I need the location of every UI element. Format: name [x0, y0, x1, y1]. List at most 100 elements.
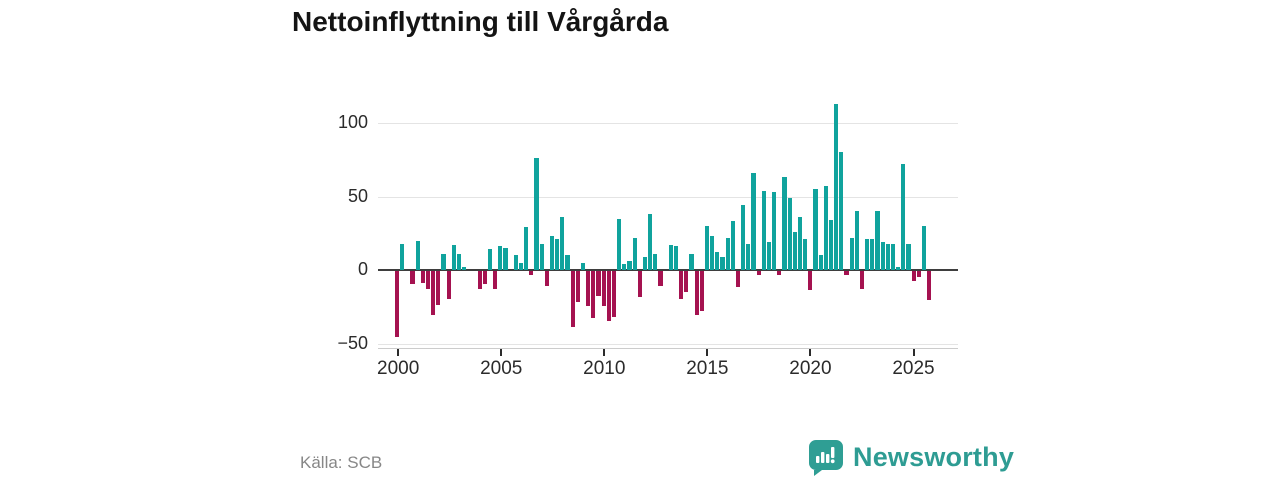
- bar: [575, 271, 580, 302]
- bar: [580, 262, 586, 270]
- bar: [865, 239, 870, 270]
- bar: [653, 253, 658, 270]
- axis-tick: [706, 349, 709, 356]
- bar: [772, 192, 777, 270]
- bar: [921, 225, 927, 270]
- bar: [828, 220, 834, 270]
- axis-tick: [912, 349, 915, 356]
- bar: [890, 243, 896, 270]
- bar: [823, 186, 828, 270]
- bar: [606, 271, 611, 321]
- bar: [735, 271, 741, 288]
- chart-title: Nettoinflyttning till Vårgårda: [292, 6, 669, 37]
- x-axis-label: 2025: [892, 358, 935, 379]
- bar: [859, 271, 865, 289]
- bar: [637, 271, 642, 298]
- y-axis-label: −50: [337, 332, 368, 353]
- x-axis-label: 2020: [789, 358, 832, 379]
- bar: [906, 243, 911, 270]
- bar: [782, 177, 787, 270]
- bar: [441, 253, 446, 270]
- bar: [534, 158, 539, 270]
- bar: [901, 164, 906, 270]
- y-axis-label: 0: [357, 259, 368, 279]
- bar: [741, 205, 746, 270]
- x-axis-label: 2005: [480, 358, 523, 379]
- bar: [699, 271, 704, 311]
- bar: [451, 245, 456, 270]
- bar: [854, 211, 859, 270]
- bar: [446, 271, 451, 299]
- bar: [513, 255, 518, 270]
- bar: [493, 271, 498, 289]
- bar: [694, 271, 699, 316]
- x-axis-label: 2010: [583, 358, 626, 379]
- bar: [642, 256, 648, 270]
- x-axis-line: [378, 348, 958, 349]
- gridline: [378, 123, 958, 124]
- y-axis-label: 100: [337, 112, 368, 132]
- bar: [870, 239, 875, 270]
- axis-tick: [397, 349, 400, 356]
- bar: [549, 236, 555, 270]
- bar: [777, 271, 782, 276]
- bar: [617, 218, 622, 270]
- bar: [792, 231, 797, 270]
- bar: [787, 197, 792, 270]
- bar: [704, 225, 710, 270]
- bar: [875, 211, 880, 270]
- axis-tick: [603, 349, 606, 356]
- bar: [911, 271, 916, 282]
- bar: [880, 242, 885, 270]
- bar: [394, 271, 400, 338]
- bar: [730, 221, 735, 270]
- bar: [684, 271, 689, 292]
- bar: [673, 246, 679, 270]
- bar: [477, 271, 482, 289]
- bar: [544, 271, 549, 286]
- bar: [591, 271, 596, 319]
- x-axis-label: 2015: [686, 358, 729, 379]
- bar: [668, 245, 673, 270]
- bar: [436, 271, 441, 305]
- bar: [927, 271, 932, 301]
- gridline: [378, 196, 958, 198]
- zero-line: [378, 269, 958, 271]
- bar: [818, 255, 823, 270]
- bar: [715, 252, 720, 270]
- bar: [611, 271, 617, 317]
- bar: [839, 152, 844, 270]
- bar: [756, 271, 761, 276]
- bar: [746, 243, 751, 270]
- y-axis-label: 50: [347, 185, 368, 206]
- bar: [679, 271, 684, 299]
- bar: [803, 239, 808, 270]
- bar: [487, 249, 493, 270]
- bar: [916, 271, 921, 277]
- bar: [797, 217, 803, 270]
- bar: [849, 237, 854, 270]
- bar: [431, 271, 436, 316]
- bar: [498, 246, 503, 270]
- source-label: Källa: SCB: [300, 453, 383, 472]
- bar: [601, 271, 606, 307]
- x-axis-label: 2000: [377, 358, 420, 379]
- newsworthy-wordmark: Newsworthy: [853, 442, 1015, 472]
- newsworthy-logo-icon: [809, 440, 843, 476]
- bar: [751, 172, 756, 270]
- bar: [420, 271, 425, 283]
- bar: [710, 236, 715, 270]
- bar: [622, 264, 627, 270]
- bar: [425, 271, 431, 289]
- bar: [632, 237, 637, 270]
- bar: [410, 271, 415, 285]
- bar: [586, 271, 591, 307]
- bar: [725, 237, 730, 270]
- bar: [896, 267, 901, 270]
- bar: [462, 267, 467, 270]
- bar: [885, 243, 890, 270]
- bar: [400, 243, 405, 270]
- bar: [648, 214, 653, 270]
